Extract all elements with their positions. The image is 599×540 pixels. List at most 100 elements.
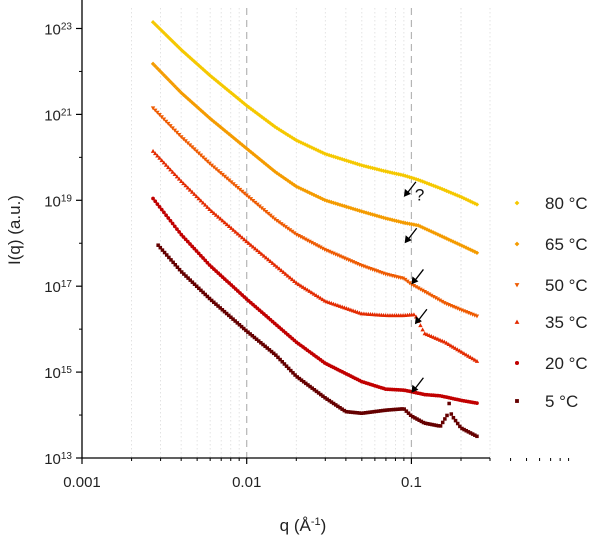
data-point [353, 207, 358, 212]
data-point [313, 293, 319, 298]
legend-marker [514, 200, 520, 206]
data-point [340, 407, 344, 411]
data-point [376, 409, 381, 413]
data-point [298, 140, 304, 145]
data-point [372, 409, 377, 414]
data-point [239, 235, 245, 240]
data-point [320, 246, 325, 251]
data-point [174, 174, 180, 179]
data-point [250, 151, 256, 156]
data-point [166, 121, 171, 126]
data-point [168, 218, 173, 223]
data-point [255, 202, 260, 207]
data-point [153, 63, 158, 69]
data-point [368, 165, 373, 170]
data-point [198, 108, 204, 113]
data-point [298, 283, 304, 288]
data-point [257, 113, 262, 118]
data-point [266, 257, 271, 262]
data-point [179, 90, 184, 96]
arrow-annotation [403, 181, 417, 197]
data-point [305, 287, 310, 292]
data-point [331, 401, 336, 406]
data-point [186, 276, 190, 280]
data-point [171, 260, 175, 265]
data-point [157, 113, 162, 117]
data-point [387, 170, 393, 175]
data-point [313, 243, 319, 248]
data-point [306, 383, 310, 387]
data-point [458, 424, 462, 429]
data-point [274, 353, 278, 357]
data-point [279, 173, 284, 179]
data-point [216, 80, 221, 85]
data-point [189, 145, 195, 150]
legend-label: 65 °C [545, 235, 588, 254]
data-point [216, 169, 221, 174]
data-point [211, 165, 217, 170]
data-point [266, 119, 271, 124]
data-point [150, 148, 156, 153]
data-point [267, 348, 272, 352]
data-point [159, 207, 164, 212]
data-point [270, 260, 275, 265]
data-point [242, 191, 247, 196]
data-point [164, 213, 168, 218]
data-point [213, 167, 219, 172]
data-point [443, 417, 447, 421]
data-point [407, 281, 412, 286]
data-point [220, 308, 225, 312]
data-point [318, 295, 323, 300]
data-point [303, 286, 308, 291]
data-point [430, 422, 434, 427]
data-point [176, 45, 182, 50]
data-point [187, 143, 193, 148]
data-point [224, 222, 230, 227]
data-point [475, 401, 479, 405]
data-point [242, 237, 247, 242]
data-point [168, 37, 173, 42]
data-point [318, 245, 323, 250]
data-point [261, 253, 267, 258]
data-point [311, 242, 317, 247]
data-point [242, 101, 247, 106]
data-point [256, 339, 261, 343]
data-point [289, 277, 295, 282]
data-point [268, 213, 273, 218]
data-point [248, 332, 252, 336]
data-point [231, 317, 235, 321]
data-point [205, 113, 210, 119]
data-point [161, 30, 167, 36]
data-point [429, 229, 434, 234]
question-annotation: ? [415, 186, 424, 205]
data-point [459, 349, 464, 354]
data-point [257, 204, 262, 209]
data-point [196, 251, 201, 256]
data-point [164, 253, 169, 257]
data-point [442, 301, 447, 306]
data-point [255, 248, 260, 253]
data-point [263, 255, 269, 260]
data-point [205, 204, 210, 209]
data-point [336, 404, 340, 409]
data-point [383, 408, 387, 413]
data-point [157, 204, 162, 209]
data-point [342, 408, 347, 413]
data-point [333, 403, 338, 407]
data-point [413, 285, 419, 290]
data-point [209, 208, 214, 213]
data-point [261, 342, 265, 347]
data-point [284, 364, 289, 368]
data-point [261, 208, 267, 213]
data-point [361, 163, 367, 169]
data-point [192, 147, 197, 152]
data-point [209, 298, 214, 303]
data-point [285, 273, 291, 278]
data-point [246, 195, 251, 200]
data-point [172, 83, 177, 89]
data-point [179, 135, 184, 140]
data-point [192, 246, 197, 251]
grid [131, 8, 491, 458]
data-point [466, 430, 471, 434]
legend-marker [514, 241, 520, 247]
